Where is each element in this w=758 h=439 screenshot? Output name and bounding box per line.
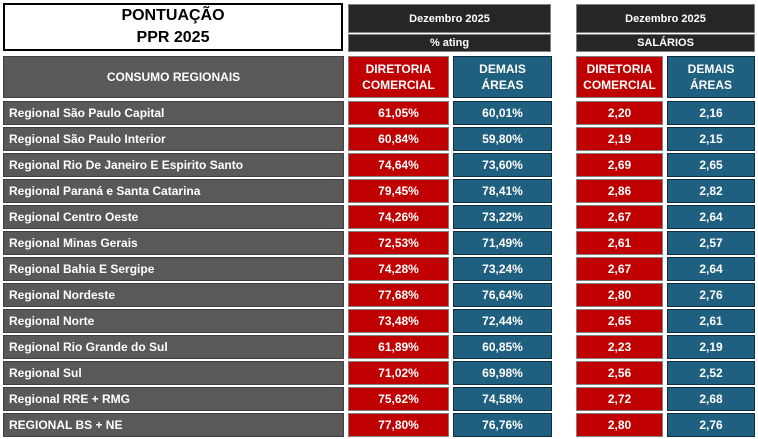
pct-demais-cell: 60,01% bbox=[453, 101, 552, 125]
salarios-demais-cell: 2,76 bbox=[667, 283, 755, 307]
salarios-diretoria-cell: 2,67 bbox=[576, 205, 663, 229]
column-header-line: DIRETORIA bbox=[586, 62, 653, 76]
column-header-diretoria: DIRETORIA COMERCIAL bbox=[348, 56, 449, 98]
row-label: Regional Minas Gerais bbox=[3, 231, 344, 255]
salarios-demais-cell: 2,82 bbox=[667, 179, 755, 203]
pct-diretoria-cell: 61,05% bbox=[348, 101, 449, 125]
pct-diretoria-cell: 79,45% bbox=[348, 179, 449, 203]
row-label: Regional Nordeste bbox=[3, 283, 344, 307]
row-label: Regional Paraná e Santa Catarina bbox=[3, 179, 344, 203]
pct-diretoria-cell: 74,26% bbox=[348, 205, 449, 229]
salarios-diretoria-cell: 2,56 bbox=[576, 361, 663, 385]
pct-diretoria-cell: 77,80% bbox=[348, 413, 449, 437]
row-label: Regional Rio Grande do Sul bbox=[3, 335, 344, 359]
row-label: Regional RRE + RMG bbox=[3, 387, 344, 411]
salarios-demais-cell: 2,65 bbox=[667, 153, 755, 177]
column-header-line: ÁREAS bbox=[689, 78, 732, 92]
salarios-demais-cell: 2,76 bbox=[667, 413, 755, 437]
salarios-diretoria-cell: 2,80 bbox=[576, 413, 663, 437]
pct-demais-cell: 60,85% bbox=[453, 335, 552, 359]
row-label: Regional Rio De Janeiro E Espirito Santo bbox=[3, 153, 344, 177]
pct-demais-cell: 73,24% bbox=[453, 257, 552, 281]
salarios-diretoria-cell: 2,61 bbox=[576, 231, 663, 255]
group-1-period: Dezembro 2025 bbox=[348, 4, 551, 33]
pct-diretoria-cell: 61,89% bbox=[348, 335, 449, 359]
salarios-demais-cell: 2,52 bbox=[667, 361, 755, 385]
title-line-2: PPR 2025 bbox=[136, 29, 210, 46]
salarios-diretoria-cell: 2,80 bbox=[576, 283, 663, 307]
pct-diretoria-cell: 73,48% bbox=[348, 309, 449, 333]
group-2-subtitle: SALÁRIOS bbox=[576, 34, 755, 52]
salarios-demais-cell: 2,19 bbox=[667, 335, 755, 359]
column-header-line: ÁREAS bbox=[481, 78, 524, 92]
row-label: Regional São Paulo Interior bbox=[3, 127, 344, 151]
column-header-demais: DEMAIS ÁREAS bbox=[453, 56, 552, 98]
salarios-demais-cell: 2,57 bbox=[667, 231, 755, 255]
salarios-diretoria-cell: 2,19 bbox=[576, 127, 663, 151]
pct-demais-cell: 78,41% bbox=[453, 179, 552, 203]
title-line-1: PONTUAÇÃO bbox=[121, 7, 225, 24]
pct-demais-cell: 74,58% bbox=[453, 387, 552, 411]
salarios-diretoria-cell: 2,20 bbox=[576, 101, 663, 125]
pct-demais-cell: 72,44% bbox=[453, 309, 552, 333]
section-label: CONSUMO REGIONAIS bbox=[3, 56, 344, 98]
column-header-line: DEMAIS bbox=[687, 62, 735, 76]
salarios-diretoria-cell: 2,65 bbox=[576, 309, 663, 333]
pct-demais-cell: 59,80% bbox=[453, 127, 552, 151]
row-label: Regional Sul bbox=[3, 361, 344, 385]
pct-diretoria-cell: 75,62% bbox=[348, 387, 449, 411]
pct-diretoria-cell: 77,68% bbox=[348, 283, 449, 307]
salarios-demais-cell: 2,64 bbox=[667, 205, 755, 229]
row-label: Regional Centro Oeste bbox=[3, 205, 344, 229]
row-label: Regional Bahia E Sergipe bbox=[3, 257, 344, 281]
column-header-line: COMERCIAL bbox=[362, 78, 435, 92]
salarios-diretoria-cell: 2,23 bbox=[576, 335, 663, 359]
pct-diretoria-cell: 74,64% bbox=[348, 153, 449, 177]
row-label: Regional Norte bbox=[3, 309, 344, 333]
row-label: Regional São Paulo Capital bbox=[3, 101, 344, 125]
column-header-demais-salarios: DEMAIS ÁREAS bbox=[667, 56, 755, 98]
column-header-diretoria-salarios: DIRETORIA COMERCIAL bbox=[576, 56, 663, 98]
salarios-diretoria-cell: 2,86 bbox=[576, 179, 663, 203]
pct-diretoria-cell: 60,84% bbox=[348, 127, 449, 151]
pct-diretoria-cell: 72,53% bbox=[348, 231, 449, 255]
pct-demais-cell: 73,22% bbox=[453, 205, 552, 229]
salarios-diretoria-cell: 2,72 bbox=[576, 387, 663, 411]
table-title: PONTUAÇÃO PPR 2025 bbox=[3, 3, 343, 51]
salarios-diretoria-cell: 2,67 bbox=[576, 257, 663, 281]
salarios-demais-cell: 2,61 bbox=[667, 309, 755, 333]
salarios-demais-cell: 2,15 bbox=[667, 127, 755, 151]
pct-demais-cell: 73,60% bbox=[453, 153, 552, 177]
row-label: REGIONAL BS + NE bbox=[3, 413, 344, 437]
group-1-subtitle: % ating bbox=[348, 34, 551, 52]
salarios-demais-cell: 2,68 bbox=[667, 387, 755, 411]
group-2-period: Dezembro 2025 bbox=[576, 4, 755, 33]
pct-demais-cell: 71,49% bbox=[453, 231, 552, 255]
column-header-line: DIRETORIA bbox=[365, 62, 432, 76]
pct-demais-cell: 76,64% bbox=[453, 283, 552, 307]
column-header-line: DEMAIS bbox=[479, 62, 526, 76]
salarios-demais-cell: 2,64 bbox=[667, 257, 755, 281]
column-header-line: COMERCIAL bbox=[583, 78, 656, 92]
salarios-diretoria-cell: 2,69 bbox=[576, 153, 663, 177]
salarios-demais-cell: 2,16 bbox=[667, 101, 755, 125]
pct-demais-cell: 69,98% bbox=[453, 361, 552, 385]
pct-diretoria-cell: 71,02% bbox=[348, 361, 449, 385]
pct-diretoria-cell: 74,28% bbox=[348, 257, 449, 281]
pct-demais-cell: 76,76% bbox=[453, 413, 552, 437]
